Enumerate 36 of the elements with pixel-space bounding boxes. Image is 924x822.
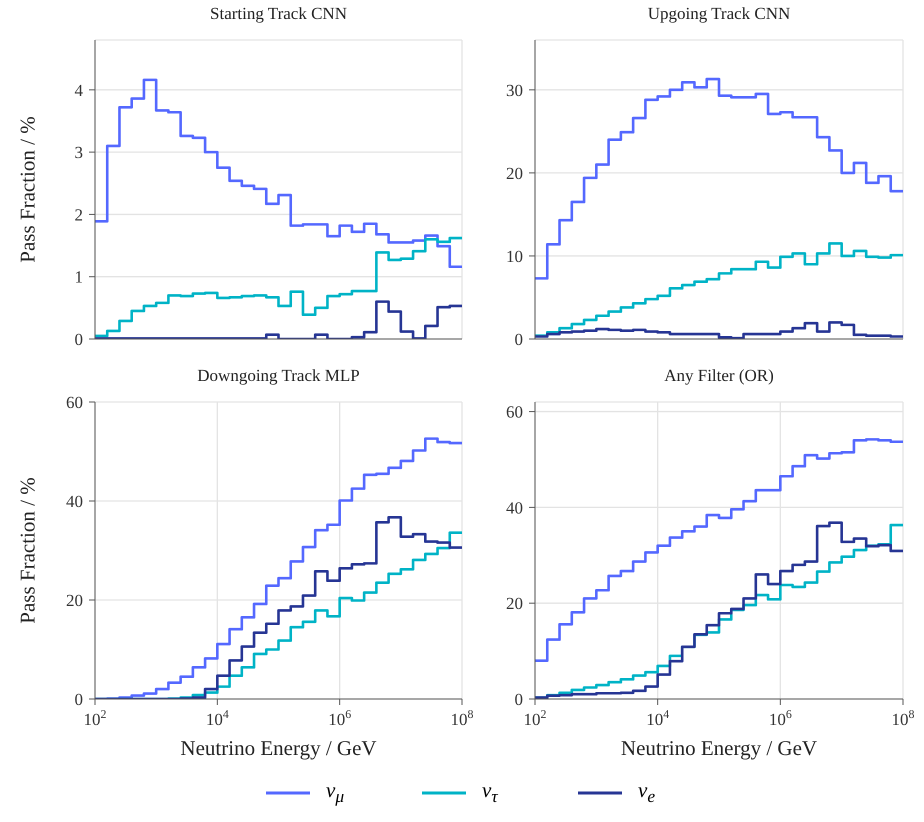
y-tick-label: 1 <box>74 268 83 287</box>
y-tick-label: 60 <box>66 393 83 412</box>
y-tick-label: 0 <box>74 330 83 349</box>
y-tick-label: 0 <box>74 690 83 709</box>
legend-label: ν$_{μ}$ <box>326 778 346 808</box>
y-tick-label: 2 <box>74 205 83 224</box>
x-tick-label: 10$^{8}$ <box>892 707 915 729</box>
y-tick-label: 0 <box>514 690 523 709</box>
chart-title: Starting Track CNN <box>209 4 348 24</box>
y-tick-label: 20 <box>506 164 523 183</box>
chart-title: Downgoing Track MLP <box>196 366 361 386</box>
chart-title: Any Filter (OR) <box>663 366 775 386</box>
x-tick-label: 10$^{6}$ <box>328 707 352 729</box>
y-tick-label: 40 <box>66 492 83 511</box>
y-tick-label: 40 <box>506 498 523 518</box>
x-tick-label: 10$^{4}$ <box>206 707 229 729</box>
y-tick-label: 60 <box>506 402 523 422</box>
y-tick-label: 30 <box>506 80 523 100</box>
y-tick-label: 20 <box>506 594 523 614</box>
y-tick-label: 10 <box>506 246 523 266</box>
x-tick-label: 10$^{6}$ <box>768 707 792 729</box>
x-axis-title: Neutrino Energy / GeV <box>620 736 818 760</box>
legend-label: ν$_{e}$ <box>638 778 656 808</box>
legend-label: ν$_{τ}$ <box>482 778 500 808</box>
x-tick-label: 10$^{4}$ <box>646 707 670 729</box>
y-tick-label: 4 <box>74 80 84 100</box>
y-tick-label: 20 <box>66 591 83 610</box>
y-tick-label: 0 <box>514 330 523 349</box>
chart-title: Upgoing Track CNN <box>646 4 792 24</box>
y-tick-label: 3 <box>74 143 83 162</box>
x-tick-label: 10$^{8}$ <box>450 707 474 729</box>
x-tick-label: 10$^{2}$ <box>84 707 107 729</box>
y-axis-title: Pass Fraction / % <box>15 477 40 624</box>
x-tick-label: 10$^{2}$ <box>524 707 547 729</box>
x-axis-title: Neutrino Energy / GeV <box>180 736 377 760</box>
y-axis-title: Pass Fraction / % <box>15 116 40 263</box>
